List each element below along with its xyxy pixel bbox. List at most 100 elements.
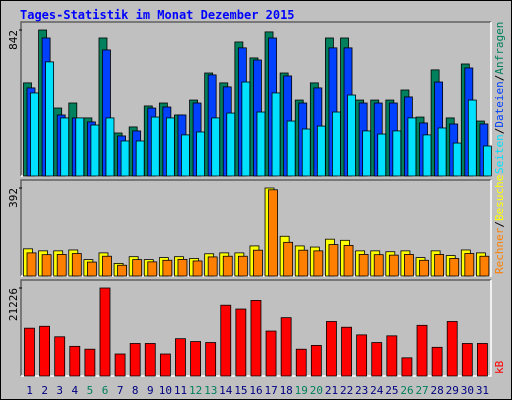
bar xyxy=(129,343,141,377)
bar xyxy=(175,338,186,377)
bar xyxy=(332,111,341,177)
x-tick-label: 3 xyxy=(56,384,63,397)
bar xyxy=(90,124,100,177)
x-tick-label: 12 xyxy=(189,384,202,397)
x-tick-label: 22 xyxy=(340,384,353,397)
bar xyxy=(326,321,337,377)
bar xyxy=(71,253,82,277)
bar xyxy=(343,245,354,277)
legend-entry: Seiten xyxy=(493,134,506,174)
legend-entry: Dateien xyxy=(493,81,506,127)
bar xyxy=(286,120,296,177)
bar xyxy=(310,344,322,377)
legend-entry: Rechner xyxy=(493,227,506,274)
bar xyxy=(467,99,477,177)
bar xyxy=(313,250,324,277)
legend: Seiten/Dateien/Anfragen xyxy=(493,22,506,174)
bar xyxy=(75,117,85,177)
bar xyxy=(102,255,112,277)
y-tick-label: 21226 xyxy=(7,288,20,321)
bar xyxy=(265,330,277,377)
bar xyxy=(388,254,399,277)
x-tick-label: 5 xyxy=(87,384,94,397)
legend-separator: / xyxy=(493,128,506,135)
bar xyxy=(250,300,262,377)
bar xyxy=(356,334,368,377)
x-tick-label: 20 xyxy=(310,384,323,397)
panel-border xyxy=(20,21,491,176)
bar xyxy=(120,140,130,177)
bar xyxy=(328,244,339,277)
legend: Rechner/Besuche xyxy=(493,175,506,274)
bar xyxy=(283,241,294,277)
panel-border xyxy=(20,179,491,276)
bar xyxy=(377,133,387,177)
bar xyxy=(181,134,190,177)
bar xyxy=(159,353,171,377)
legend: kB xyxy=(493,360,506,374)
bar xyxy=(407,117,417,177)
bar xyxy=(211,117,221,177)
x-tick-label: 6 xyxy=(102,384,109,397)
bar xyxy=(114,353,126,377)
bar xyxy=(162,259,173,277)
bar xyxy=(26,252,37,277)
bar xyxy=(132,259,143,277)
x-tick-label: 9 xyxy=(147,384,154,397)
bar xyxy=(371,342,383,377)
legend-separator: / xyxy=(493,75,506,82)
bar xyxy=(205,342,217,377)
legend-separator: / xyxy=(493,221,506,228)
y-tick-label: 392 xyxy=(7,188,20,208)
bar xyxy=(150,116,160,177)
x-tick-label: 17 xyxy=(264,384,277,397)
x-tick-label: 8 xyxy=(132,384,139,397)
y-tick-label: 842 xyxy=(7,30,20,50)
bar xyxy=(84,348,96,377)
bar xyxy=(362,130,372,177)
x-tick-label: 24 xyxy=(370,384,384,397)
x-tick-label: 29 xyxy=(446,384,459,397)
bar xyxy=(298,249,309,277)
bar xyxy=(237,255,248,277)
bar xyxy=(347,94,356,177)
bar xyxy=(449,258,460,277)
bar xyxy=(477,343,488,377)
bar xyxy=(256,111,266,177)
x-tick-label: 10 xyxy=(159,384,172,397)
x-tick-label: 13 xyxy=(204,384,217,397)
bar xyxy=(196,131,205,177)
bar xyxy=(464,253,475,277)
bar xyxy=(69,345,81,377)
x-tick-label: 1 xyxy=(26,384,33,397)
legend-entry: kB xyxy=(493,360,506,374)
bar xyxy=(434,254,445,277)
bar xyxy=(401,357,413,377)
bar xyxy=(165,117,175,177)
bar xyxy=(117,264,127,277)
bar xyxy=(190,341,201,377)
x-tick-label: 18 xyxy=(280,384,293,397)
bar xyxy=(358,254,369,277)
bar xyxy=(207,256,218,277)
x-tick-label: 15 xyxy=(234,384,247,397)
x-tick-label: 21 xyxy=(325,384,338,397)
chart-title: Tages-Statistik im Monat Dezember 2015 xyxy=(20,8,295,22)
panel-border xyxy=(20,279,491,376)
bar xyxy=(295,348,307,377)
bar xyxy=(24,327,35,377)
bar xyxy=(392,130,402,177)
bar xyxy=(86,261,97,277)
x-tick-label: 27 xyxy=(415,384,428,397)
bar xyxy=(135,140,145,177)
bar xyxy=(341,326,352,377)
bar xyxy=(316,125,326,177)
bar xyxy=(105,117,115,177)
x-tick-label: 28 xyxy=(431,384,444,397)
x-tick-label: 31 xyxy=(476,384,489,397)
bar xyxy=(220,304,232,377)
bar xyxy=(301,128,311,177)
bar xyxy=(280,317,292,377)
x-tick-label: 14 xyxy=(219,384,233,397)
bar xyxy=(39,325,50,377)
